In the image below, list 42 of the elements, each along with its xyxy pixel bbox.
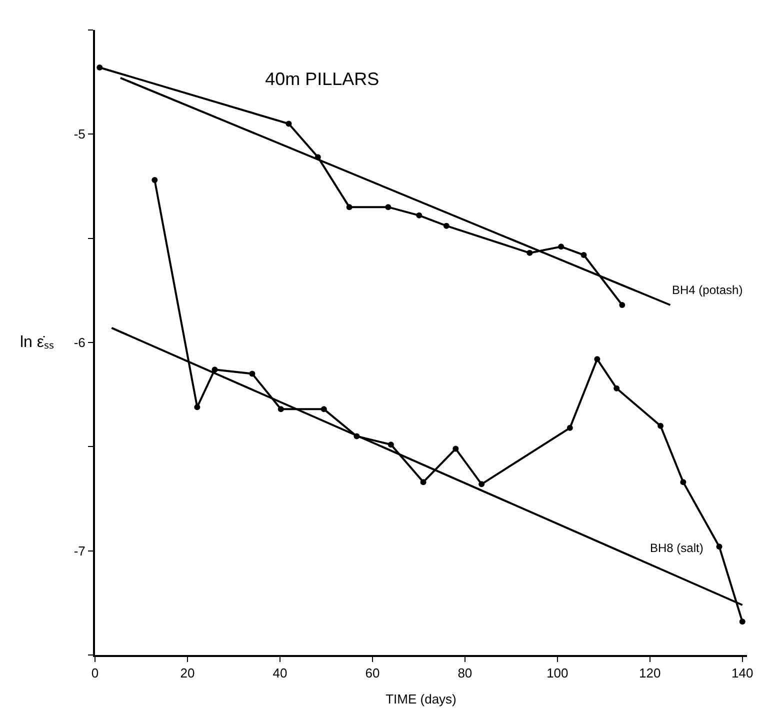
point <box>580 252 587 258</box>
x-tick-label: 80 <box>458 666 472 681</box>
point <box>558 244 564 250</box>
series-label: BH8 (salt) <box>650 541 704 555</box>
x-tick-label: 20 <box>180 666 195 681</box>
point <box>416 212 422 218</box>
point <box>566 424 573 431</box>
point <box>443 222 450 229</box>
point <box>478 481 485 488</box>
point <box>452 446 459 452</box>
x-tick-label: 120 <box>639 666 661 681</box>
point <box>619 302 626 308</box>
x-tick-label: 100 <box>546 666 568 681</box>
point <box>716 544 722 550</box>
y-axis-title: ln ε̇ₛₛ <box>20 334 54 351</box>
point <box>388 442 394 448</box>
point <box>249 370 256 377</box>
x-tick-label: 40 <box>272 666 288 681</box>
point <box>614 385 620 392</box>
y-tick-label: -6 <box>74 335 86 350</box>
x-axis-title: TIME (days) <box>386 692 456 707</box>
text: 40m PILLARS <box>265 69 380 90</box>
point <box>420 479 426 486</box>
point <box>385 204 392 210</box>
point <box>526 250 533 256</box>
point <box>594 356 600 362</box>
point <box>278 406 284 412</box>
point <box>346 204 352 210</box>
y-tick-label: -7 <box>74 543 86 558</box>
point <box>680 479 686 486</box>
x-tick-label: 0 <box>91 666 99 681</box>
point <box>152 177 158 183</box>
point <box>739 618 746 625</box>
x-tick-label: 140 <box>732 666 754 681</box>
point <box>194 404 200 410</box>
x-tick-label: 60 <box>365 666 380 681</box>
point <box>96 64 103 70</box>
point <box>658 422 664 429</box>
y-tick-label: -5 <box>74 126 86 142</box>
point <box>320 406 327 412</box>
series-label: BH4 (potash) <box>672 283 743 297</box>
point <box>286 120 292 127</box>
